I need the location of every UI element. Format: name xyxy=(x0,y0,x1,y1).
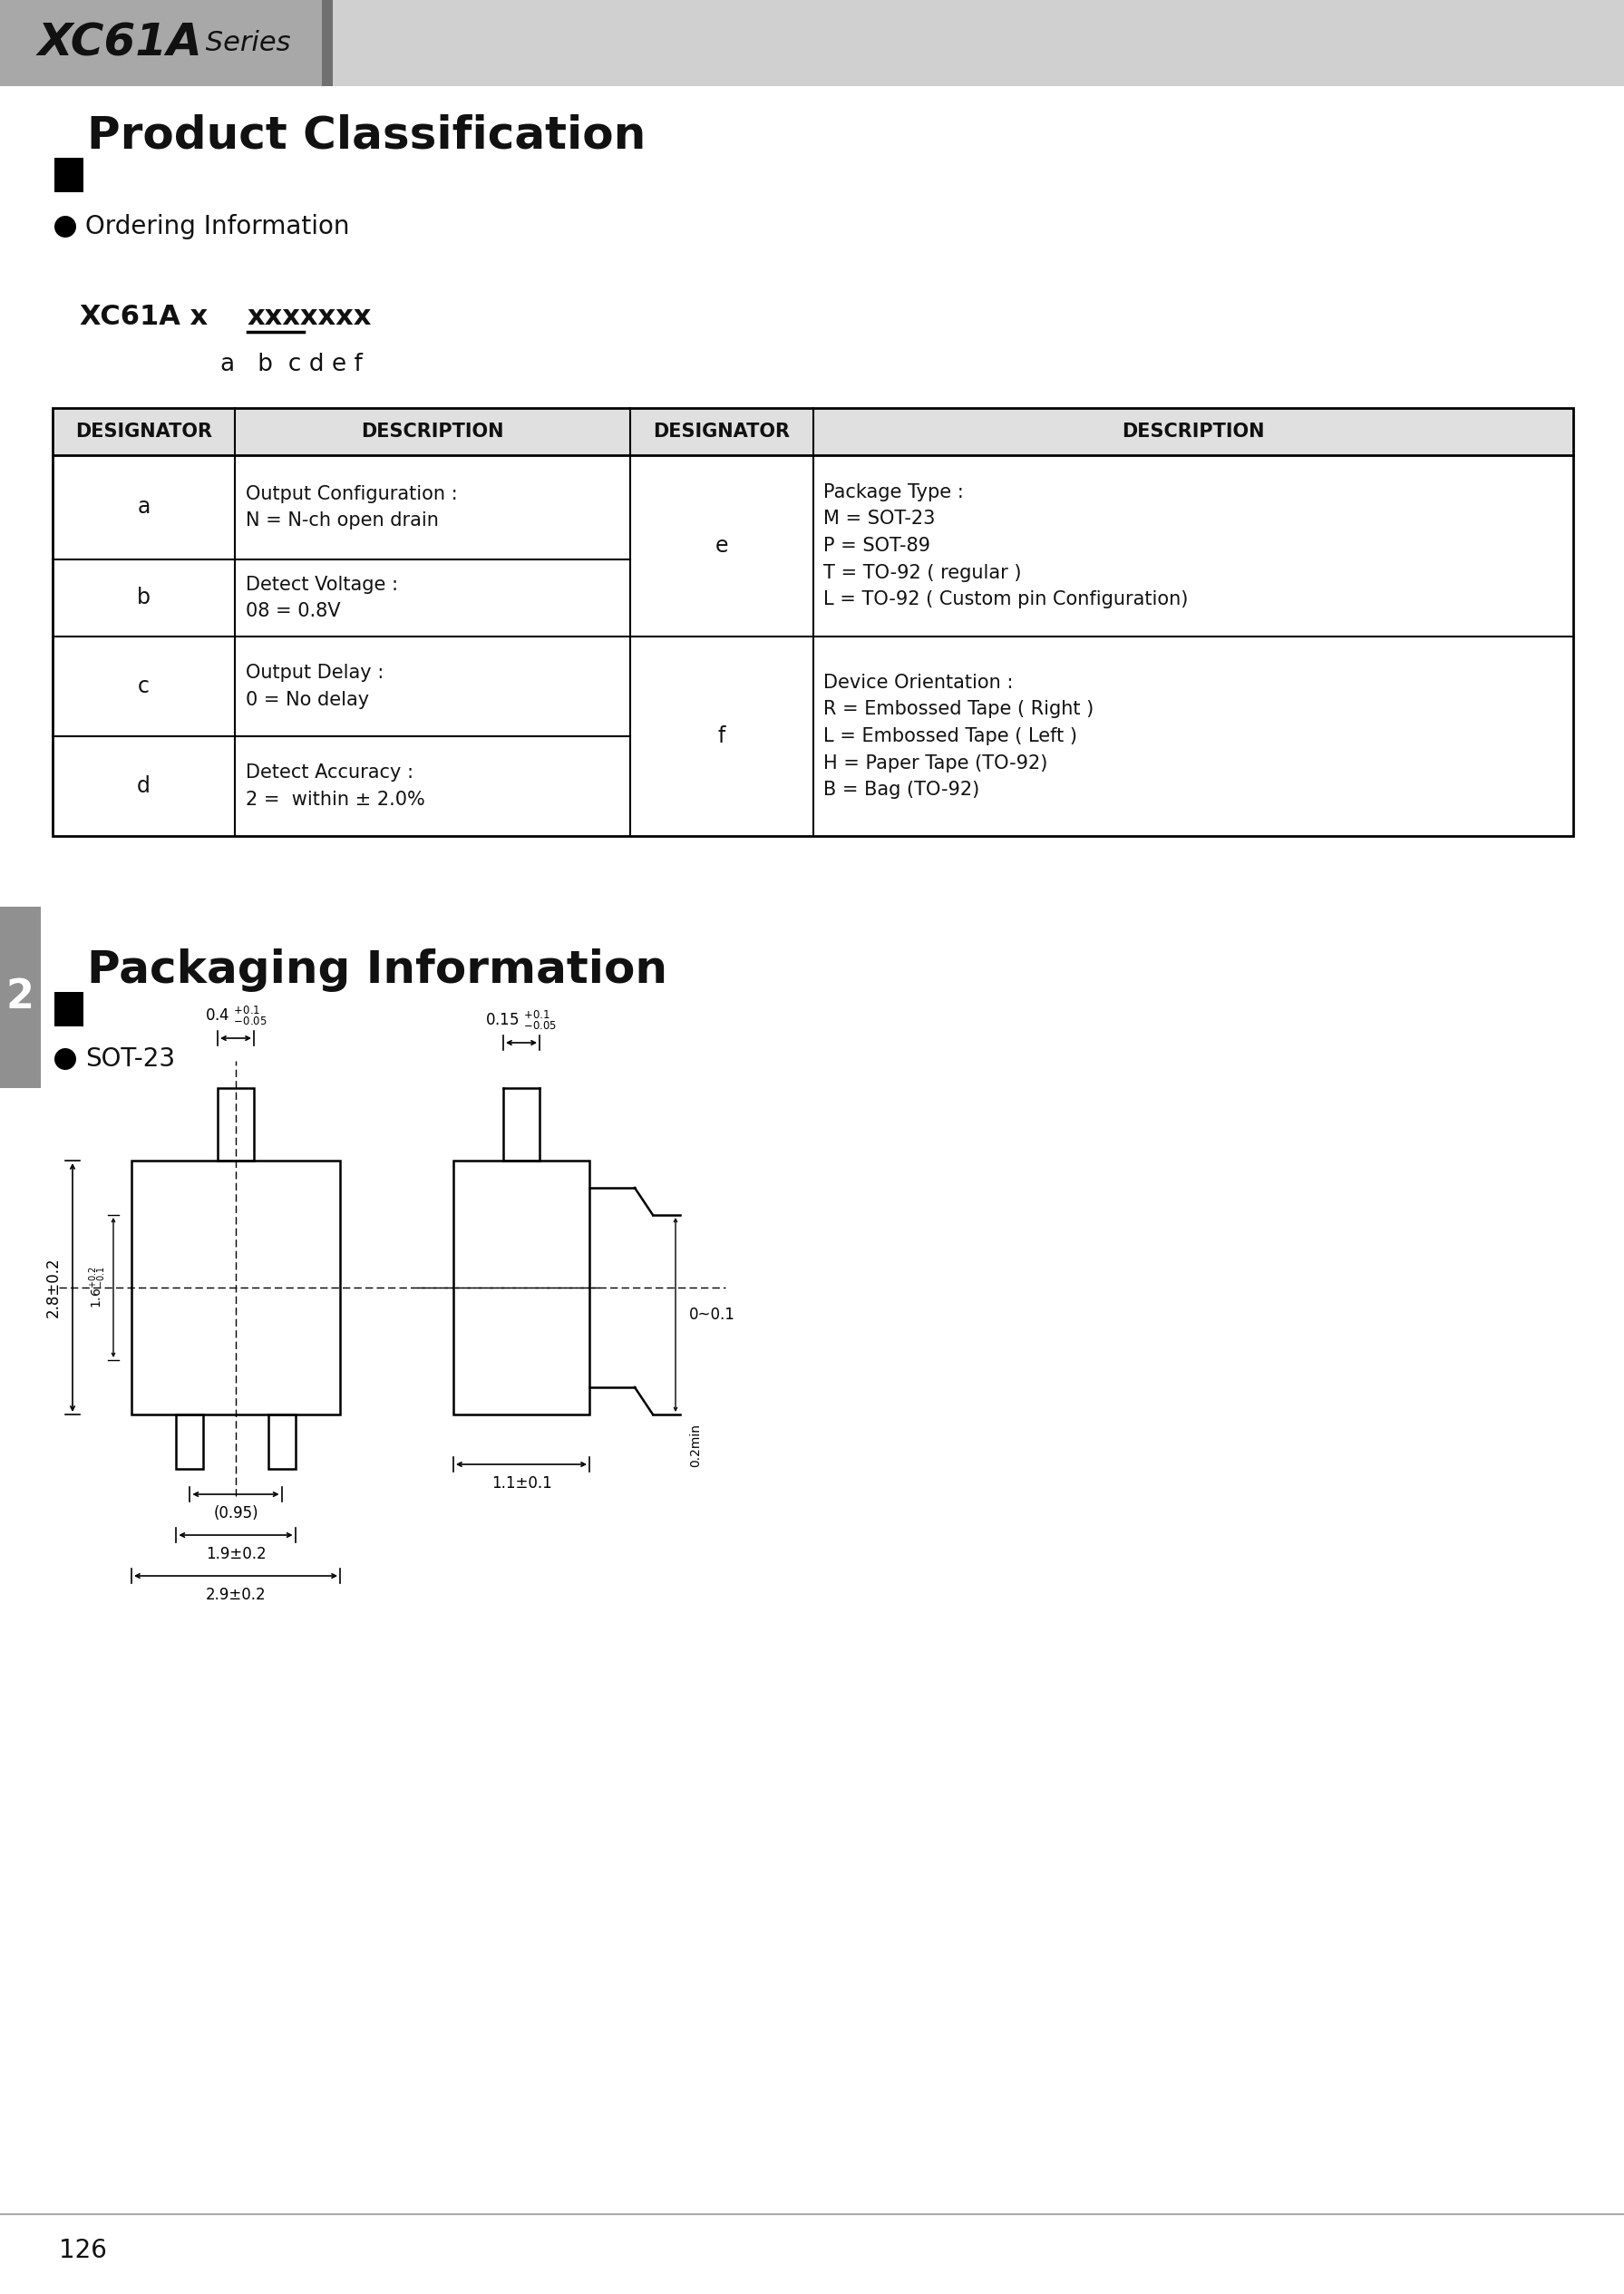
Bar xyxy=(0,0,1624,87)
Text: SOT-23: SOT-23 xyxy=(84,1046,175,1071)
Text: 0~0.1: 0~0.1 xyxy=(689,1308,736,1324)
Text: f: f xyxy=(718,725,726,748)
Bar xyxy=(322,0,333,87)
Circle shape xyxy=(55,216,76,239)
Text: e: e xyxy=(715,535,728,557)
Text: Output Configuration :
N = N-ch open drain: Output Configuration : N = N-ch open dra… xyxy=(245,484,458,530)
Text: b: b xyxy=(136,587,151,608)
Text: Detect Voltage :
08 = 0.8V: Detect Voltage : 08 = 0.8V xyxy=(245,576,398,619)
Bar xyxy=(268,1415,296,1468)
Text: 1.9±0.2: 1.9±0.2 xyxy=(206,1546,266,1562)
Circle shape xyxy=(55,1048,76,1069)
Bar xyxy=(453,1161,590,1415)
Text: c: c xyxy=(138,674,149,697)
Bar xyxy=(55,991,83,1025)
Text: a: a xyxy=(138,496,151,518)
Text: Device Orientation :
R = Embossed Tape ( Right )
L = Embossed Tape ( Left )
H = : Device Orientation : R = Embossed Tape (… xyxy=(823,674,1095,798)
Text: Packaging Information: Packaging Information xyxy=(88,947,667,991)
Text: 0.4 $^{+0.1}_{-0.05}$: 0.4 $^{+0.1}_{-0.05}$ xyxy=(205,1005,266,1028)
Text: a   b  c d e f: a b c d e f xyxy=(221,353,362,376)
Bar xyxy=(52,408,1574,454)
Text: XC61A: XC61A xyxy=(37,21,203,64)
Text: 2: 2 xyxy=(6,977,34,1016)
Text: XC61A x: XC61A x xyxy=(80,305,227,330)
Bar xyxy=(52,408,1574,835)
Text: d: d xyxy=(136,775,151,796)
Text: DESIGNATOR: DESIGNATOR xyxy=(653,422,791,440)
Text: 0.15 $^{+0.1}_{-0.05}$: 0.15 $^{+0.1}_{-0.05}$ xyxy=(486,1009,557,1032)
Bar xyxy=(0,0,326,87)
Text: xxxxxxx: xxxxxxx xyxy=(247,305,372,330)
Text: 1.1±0.1: 1.1±0.1 xyxy=(490,1475,552,1491)
Text: DESIGNATOR: DESIGNATOR xyxy=(75,422,213,440)
Text: Series: Series xyxy=(197,30,291,57)
Text: 1.6$^{+0.2}_{-0.1}$: 1.6$^{+0.2}_{-0.1}$ xyxy=(88,1266,107,1310)
Text: Output Delay :
0 = No delay: Output Delay : 0 = No delay xyxy=(245,663,383,709)
Text: 126: 126 xyxy=(58,2237,107,2264)
Text: DESCRIPTION: DESCRIPTION xyxy=(362,422,503,440)
Text: Product Classification: Product Classification xyxy=(88,115,646,158)
Bar xyxy=(177,1415,203,1468)
Text: DESCRIPTION: DESCRIPTION xyxy=(1122,422,1265,440)
Text: Ordering Information: Ordering Information xyxy=(84,213,349,239)
Bar xyxy=(0,906,41,1087)
Text: 2.8±0.2: 2.8±0.2 xyxy=(45,1257,62,1317)
Text: 0.2min: 0.2min xyxy=(689,1425,702,1468)
Text: (0.95): (0.95) xyxy=(213,1505,258,1521)
Bar xyxy=(132,1161,339,1415)
Text: 2.9±0.2: 2.9±0.2 xyxy=(206,1587,266,1604)
Bar xyxy=(55,158,83,193)
Text: Detect Accuracy :
2 =  within ± 2.0%: Detect Accuracy : 2 = within ± 2.0% xyxy=(245,764,425,807)
Text: Package Type :
M = SOT-23
P = SOT-89
T = TO-92 ( regular )
L = TO-92 ( Custom pi: Package Type : M = SOT-23 P = SOT-89 T =… xyxy=(823,484,1189,608)
Bar xyxy=(218,1087,253,1161)
